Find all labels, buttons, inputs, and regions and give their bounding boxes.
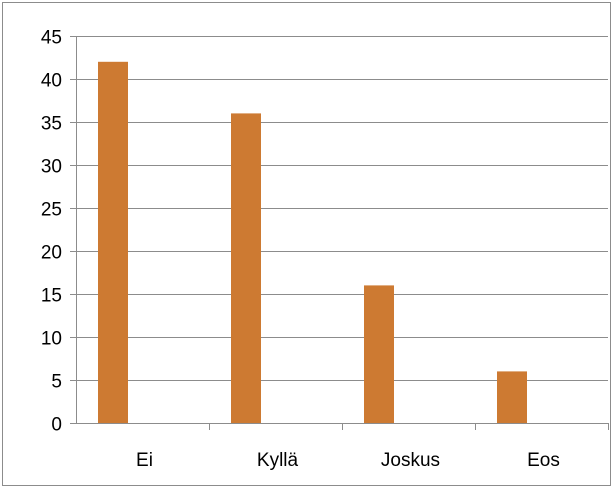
- y-tick-label-20: 20: [41, 243, 62, 264]
- x-tick-label-eos: Eos: [527, 450, 560, 471]
- y-tick-label-0: 0: [51, 415, 62, 436]
- x-tick-label-kyllä: Kyllä: [257, 450, 299, 471]
- x-tick-labels: Ei Kyllä Joskus Eos: [136, 450, 560, 471]
- y-tick-labels: 0 5 10 15 20 25 30 35 40 45: [41, 28, 62, 436]
- y-tick-label-45: 45: [41, 28, 62, 49]
- x-tick-label-joskus: Joskus: [381, 450, 440, 471]
- y-tick-label-5: 5: [51, 372, 62, 393]
- y-tick-label-25: 25: [41, 200, 62, 221]
- axes: [70, 36, 609, 430]
- bar-joskus: [364, 285, 394, 423]
- bar-eos: [497, 371, 527, 423]
- bars: [98, 61, 527, 424]
- y-tick-label-15: 15: [41, 286, 62, 307]
- bar-ei: [98, 61, 128, 424]
- x-tick-label-ei: Ei: [136, 450, 153, 471]
- y-tick-label-10: 10: [41, 329, 62, 350]
- y-tick-label-35: 35: [41, 114, 62, 135]
- y-tick-label-40: 40: [41, 71, 62, 92]
- grid-lines: [76, 36, 608, 381]
- y-tick-label-30: 30: [41, 157, 62, 178]
- bar-kyllä: [231, 113, 261, 424]
